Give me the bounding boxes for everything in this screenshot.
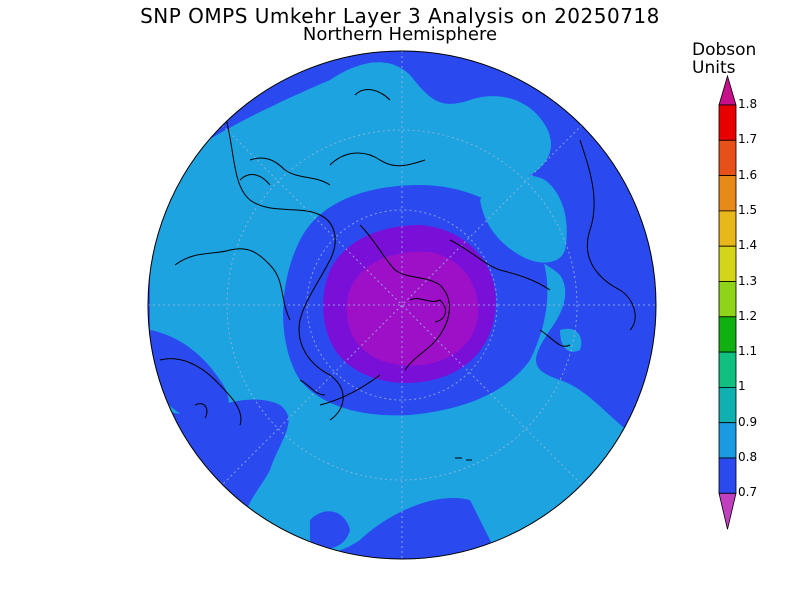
colorbar-swatch (718, 104, 737, 141)
colorbar-tick-label: 0.7 (738, 485, 758, 500)
region-light-blue-pacific (480, 175, 567, 263)
colorbar-swatch (718, 139, 737, 177)
colorbar-tick-label: 1.5 (738, 202, 758, 217)
colorbar-tick-label: 1.3 (738, 273, 758, 288)
region-dark-blue-left (150, 330, 229, 425)
region-dark-blue-bottom (310, 511, 350, 549)
colorbar-tick-label: 1.1 (738, 344, 758, 359)
colorbar-tick-label: 0.8 (738, 450, 758, 464)
colorbar-swatch (718, 175, 737, 212)
colorbar-swatch (718, 351, 737, 388)
coastlines (159, 89, 636, 461)
colorbar-swatch (718, 245, 737, 282)
colorbar-tick-label: 1.4 (738, 238, 758, 253)
colorbar-unit-line1: Dobson (692, 40, 757, 60)
colorbar-bottom-arrow (718, 492, 737, 530)
colorbar-tick-label: 1.7 (738, 132, 758, 147)
colorbar-swatch (718, 210, 737, 247)
colorbar-tick-label: 1.6 (738, 167, 758, 182)
region-dark-blue-left-mid (230, 421, 270, 459)
colorbar-tick-label: 0.9 (738, 414, 758, 429)
colorbar-unit-line2: Units (692, 58, 736, 78)
colorbar-tick-label: 1.8 (738, 97, 758, 111)
colorbar-swatch (718, 281, 737, 318)
map-border (147, 50, 657, 560)
graticule (148, 51, 656, 559)
colorbar-swatch (718, 422, 737, 459)
colorbar-tick-label: 1 (738, 379, 746, 394)
colorbar-swatch (718, 386, 737, 424)
map-disk (148, 51, 656, 559)
colorbar-top-arrow (718, 74, 737, 106)
colorbar-swatch (718, 457, 737, 494)
map-title: SNP OMPS Umkehr Layer 3 Analysis on 2025… (140, 4, 660, 28)
colorbar-swatch (718, 316, 737, 353)
region-purple-inner (346, 251, 479, 366)
colorbar-tick-label: 1.2 (738, 308, 758, 323)
map-subtitle: Northern Hemisphere (302, 24, 498, 45)
